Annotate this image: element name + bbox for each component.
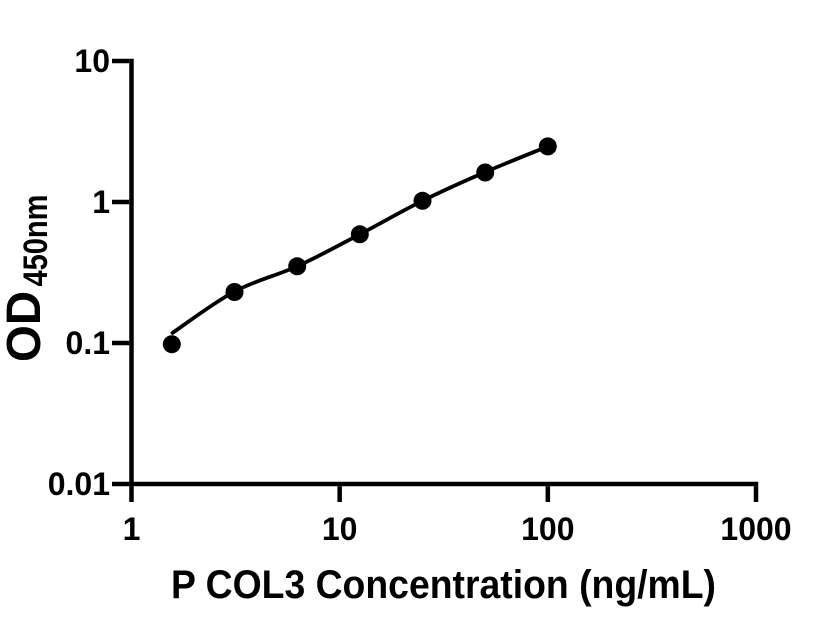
y-axis-ticks: 10 1 0.1 0.01 <box>48 43 130 502</box>
data-point-marker <box>162 335 181 354</box>
x-tick-label: 1 <box>123 511 141 547</box>
y-tick-label: 0.01 <box>48 466 110 502</box>
data-point-marker <box>350 225 369 244</box>
data-point-marker <box>225 283 244 301</box>
x-tick-label: 100 <box>521 511 574 547</box>
y-axis-title-main: OD <box>0 291 51 362</box>
data-point-marker <box>413 191 432 210</box>
data-points-group <box>162 137 557 354</box>
y-axis-title: OD 450nm <box>0 195 55 362</box>
y-tick-label: 0.1 <box>66 325 110 361</box>
y-axis-title-subscript: 450nm <box>17 195 55 287</box>
x-tick-label: 10 <box>322 511 358 547</box>
y-tick-label: 1 <box>92 184 110 220</box>
data-point-marker <box>288 257 307 276</box>
data-point-marker <box>538 137 557 156</box>
y-tick-label: 10 <box>74 43 110 79</box>
x-axis-title: P COL3 Concentration (ng/mL) <box>171 563 716 607</box>
x-axis-ticks: 1 10 100 1000 <box>123 486 792 547</box>
x-tick-label: 1000 <box>720 511 791 547</box>
data-point-marker <box>476 163 495 182</box>
